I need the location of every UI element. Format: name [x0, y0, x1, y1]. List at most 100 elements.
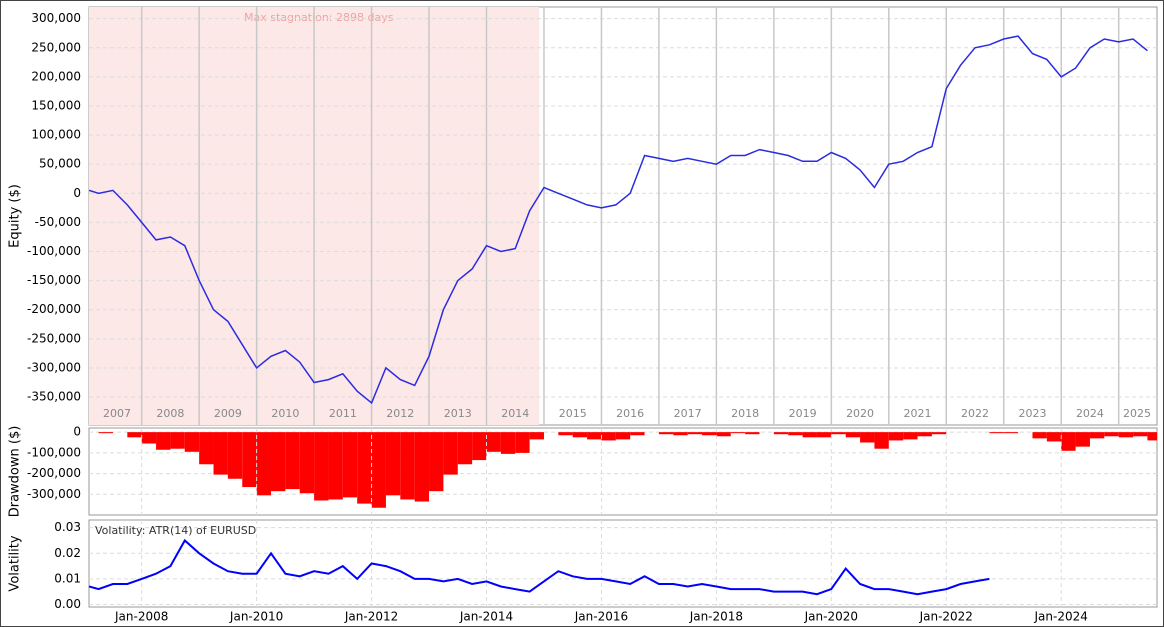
- bar: [385, 432, 401, 496]
- x-tick-label: Jan-2008: [114, 610, 168, 624]
- y-tick-label: 0.00: [54, 597, 81, 611]
- x-tick-label: Jan-2012: [344, 610, 398, 624]
- y-tick-label: 300,000: [31, 11, 81, 25]
- y-tick-label: -300,000: [27, 360, 81, 374]
- bar: [673, 432, 688, 436]
- bar: [788, 432, 803, 436]
- y-tick-label: -350,000: [27, 390, 81, 404]
- y-axis-label: Volatility: [8, 535, 23, 591]
- bar: [472, 432, 487, 461]
- bar: [1032, 432, 1047, 439]
- bar: [716, 432, 731, 437]
- y-tick-label: 0.01: [54, 571, 81, 585]
- bar: [515, 432, 530, 453]
- x-tick-label: Jan-2018: [689, 610, 743, 624]
- y-tick-label: -100,000: [27, 445, 81, 459]
- bar: [874, 432, 889, 449]
- year-label: 2017: [674, 407, 702, 420]
- year-label: 2019: [789, 407, 817, 420]
- x-tick-label: Jan-2020: [804, 610, 858, 624]
- bar: [529, 432, 544, 440]
- year-label: 2009: [214, 407, 242, 420]
- bar: [831, 432, 846, 435]
- year-label: 2010: [271, 407, 299, 420]
- x-tick-label: Jan-2014: [459, 610, 513, 624]
- bar: [285, 432, 300, 490]
- y-tick-label: -200,000: [27, 466, 81, 480]
- x-tick-label: Jan-2024: [1034, 610, 1088, 624]
- bar: [558, 432, 573, 436]
- year-label: 2024: [1076, 407, 1104, 420]
- x-tick-label: Jan-2022: [919, 610, 973, 624]
- y-tick-label: -100,000: [27, 244, 81, 258]
- bar: [888, 432, 904, 441]
- year-label: 2023: [1018, 407, 1046, 420]
- bar: [802, 432, 817, 438]
- y-tick-label: 0.03: [54, 520, 81, 534]
- plot-area: [88, 519, 1158, 608]
- bar: [486, 432, 501, 452]
- bar: [860, 432, 875, 443]
- bar: [141, 432, 157, 444]
- x-tick-label: Jan-2010: [229, 610, 283, 624]
- y-tick-label: -150,000: [27, 273, 81, 287]
- bar: [184, 432, 200, 452]
- bar: [989, 432, 1004, 434]
- series-line: [89, 538, 990, 596]
- annotation: Max stagnation: 2898 days: [244, 11, 394, 24]
- year-label: 2021: [904, 407, 932, 420]
- bar: [457, 432, 473, 465]
- bar: [357, 432, 372, 504]
- bar: [630, 432, 645, 436]
- y-tick-label: -300,000: [27, 487, 81, 501]
- y-tick-label: 250,000: [31, 40, 81, 54]
- bar: [156, 432, 171, 450]
- year-label: 2007: [103, 407, 131, 420]
- bar: [845, 432, 861, 438]
- y-tick-label: 0: [73, 425, 81, 439]
- year-label: 2015: [559, 407, 587, 420]
- bar: [745, 432, 760, 435]
- bar: [1061, 432, 1076, 451]
- bar: [98, 432, 113, 434]
- y-tick-label: 0.02: [54, 546, 81, 560]
- bar: [1104, 432, 1119, 437]
- series-line: [89, 35, 1148, 405]
- bar: [1046, 432, 1062, 442]
- bar: [917, 432, 932, 437]
- bar: [443, 432, 458, 475]
- year-label: 2014: [501, 407, 529, 420]
- bar: [242, 432, 257, 488]
- year-label: 2016: [616, 407, 644, 420]
- y-tick-label: 200,000: [31, 69, 81, 83]
- bar: [1147, 432, 1157, 441]
- bar: [702, 432, 717, 436]
- y-tick-label: -200,000: [27, 302, 81, 316]
- annotation: Volatility: ATR(14) of EURUSD: [95, 524, 256, 537]
- year-label: 2013: [444, 407, 472, 420]
- year-label: 2025: [1123, 407, 1151, 420]
- year-label: 2008: [156, 407, 184, 420]
- bar: [615, 432, 631, 440]
- bar: [213, 432, 228, 475]
- bar: [342, 432, 358, 498]
- bar: [1133, 432, 1148, 437]
- bar: [270, 432, 286, 492]
- y-axis-label: Equity ($): [8, 184, 23, 248]
- year-label: 2011: [329, 407, 357, 420]
- bar: [500, 432, 516, 454]
- bar: [227, 432, 243, 479]
- x-tick-label: Jan-2016: [574, 610, 628, 624]
- y-tick-label: 50,000: [39, 157, 81, 171]
- y-tick-label: -250,000: [27, 331, 81, 345]
- year-label: 2012: [386, 407, 414, 420]
- bar: [400, 432, 415, 500]
- bar: [773, 432, 789, 435]
- bar: [1075, 432, 1090, 447]
- year-label: 2022: [961, 407, 989, 420]
- bar: [314, 432, 329, 501]
- bar: [816, 432, 832, 438]
- bar: [658, 432, 674, 435]
- bar: [299, 432, 315, 494]
- bar: [429, 432, 444, 492]
